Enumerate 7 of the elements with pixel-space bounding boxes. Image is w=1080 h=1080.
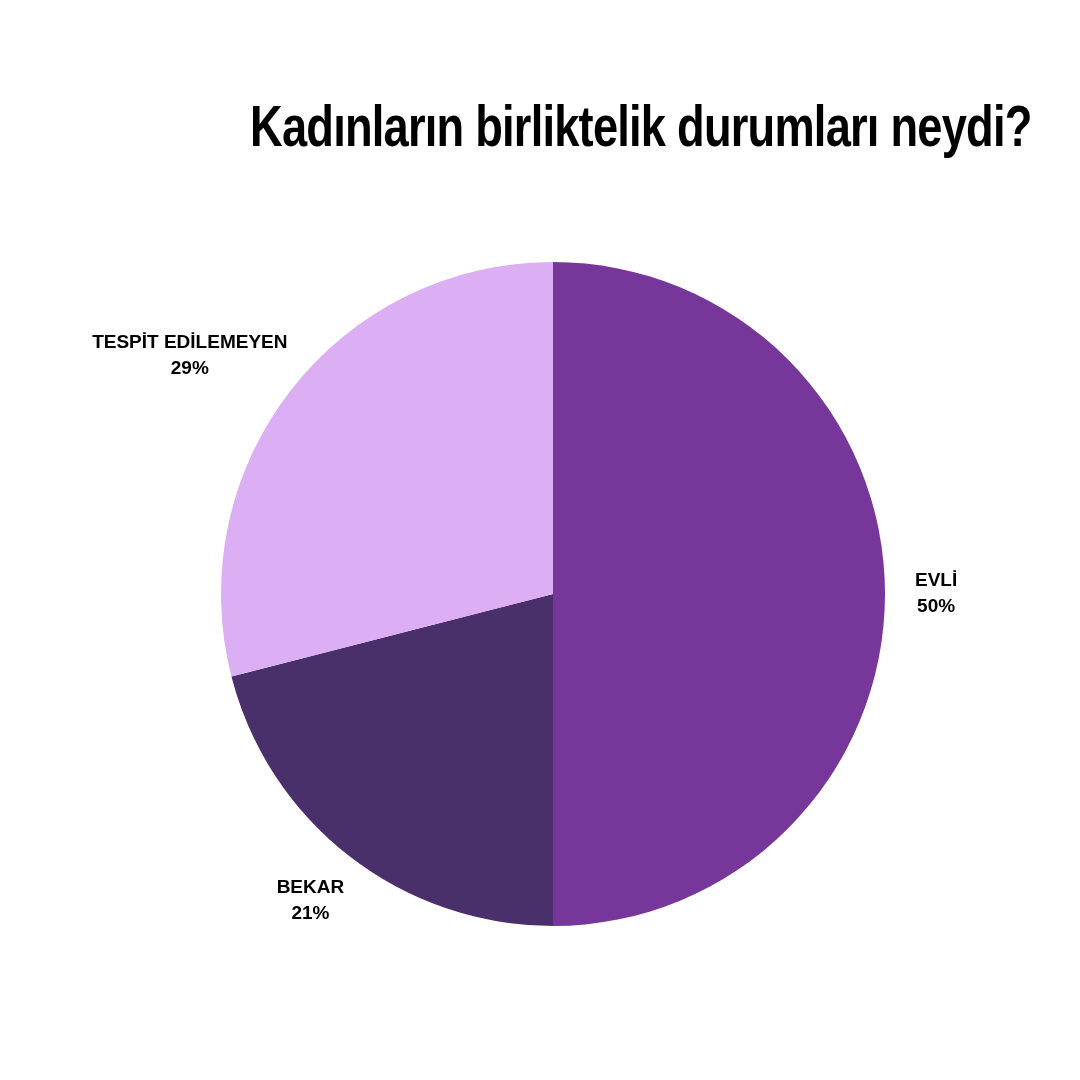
data-label: 21%	[291, 901, 330, 923]
data-label: 50%	[917, 595, 956, 617]
slice-label: TESPİT EDİLEMEYEN	[92, 331, 288, 353]
chart-title: Kadınların birliktelik durumları neydi?	[250, 92, 1032, 159]
slice-label: EVLİ	[915, 569, 958, 591]
data-label: 29%	[170, 357, 209, 379]
slice-label: BEKAR	[276, 875, 345, 897]
